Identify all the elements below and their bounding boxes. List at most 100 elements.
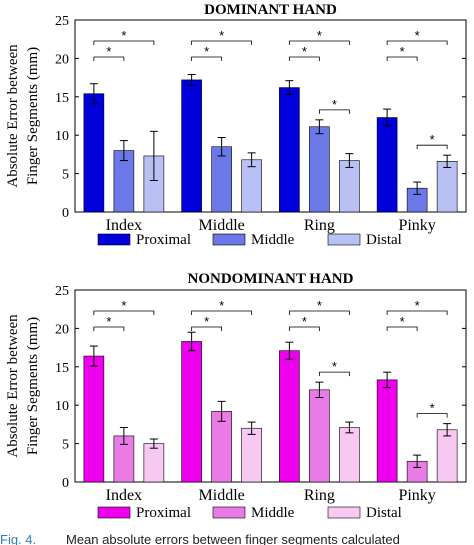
bar [339,160,360,213]
significance-marker: * [204,44,209,59]
significance-bracket [386,310,448,315]
significance-marker: * [332,97,337,112]
x-tick-label: Index [106,487,142,504]
bar [83,355,105,483]
bar [309,126,330,213]
significance-marker: * [415,298,420,313]
y-tick-label: 25 [55,14,69,29]
legend-label: Distal [366,505,402,521]
bar [376,379,398,483]
dominant-hand-chart: DOMINANT HAND Absolute Error between Finge… [5,2,467,248]
bar [241,159,262,213]
y-tick-label: 15 [55,91,69,106]
y-axis-label: Absolute Error between [5,314,21,458]
significance-bracket [416,413,448,418]
figure-caption-label: Fig. 4. [0,532,36,545]
plot-area [74,289,467,483]
significance-bracket [416,144,448,150]
legend-label: Proximal [136,505,191,521]
legend-label: Middle [251,505,295,521]
significance-marker: * [400,314,405,329]
significance-marker: * [430,132,435,147]
x-tick-label: Middle [199,487,245,504]
bar [143,443,165,483]
chart-title: NONDOMINANT HAND [188,271,354,287]
legend-label: Proximal [136,232,191,248]
bar [309,389,330,483]
significance-bracket [191,56,223,61]
y-tick-label: 20 [55,322,69,337]
x-tick-label: Ring [304,487,335,504]
significance-marker: * [106,314,111,329]
significance-bracket [191,326,223,331]
y-tick-label: 0 [62,206,69,221]
significance-marker: * [219,28,224,43]
significance-marker: * [317,28,322,43]
significance-marker: * [121,298,126,313]
significance-marker: * [400,44,405,59]
x-tick-label: Pinky [398,487,435,504]
legend-label: Middle [251,232,295,248]
bar [339,427,360,483]
bar [376,117,398,213]
significance-bracket [318,371,350,377]
bar [181,341,202,483]
x-tick-label: Index [106,217,142,234]
y-tick-label: 20 [55,52,69,67]
significance-marker: * [332,359,337,374]
y-tick-label: 10 [55,399,69,414]
significance-bracket [191,40,253,45]
bar [279,87,300,213]
significance-marker: * [121,28,126,43]
bar [241,427,262,483]
chart-title: DOMINANT HAND [204,2,337,18]
y-tick-label: 25 [55,284,69,299]
y-tick-label: 5 [62,438,69,453]
significance-bracket [191,310,253,315]
significance-marker: * [430,401,435,416]
y-tick-label: 5 [62,168,69,183]
significance-marker: * [302,314,307,329]
significance-bracket [288,40,350,45]
bar [181,79,202,213]
x-tick-label: Ring [304,217,335,234]
legend-swatch [327,233,361,246]
significance-bracket [93,310,155,315]
significance-marker: * [204,314,209,329]
y-axis-label: Finger Segments (mm) [25,317,41,455]
bar [211,411,232,483]
legend-swatch [212,233,246,246]
significance-bracket [386,40,448,45]
significance-bracket [93,40,155,45]
significance-bracket [288,326,320,331]
legend-swatch [212,506,246,519]
legend-swatch [97,506,131,519]
significance-marker: * [219,298,224,313]
y-tick-label: 15 [55,361,69,376]
y-axis-label: Absolute Error between [5,44,21,188]
y-axis-label: Finger Segments (mm) [25,47,41,185]
plot-area [74,19,467,213]
significance-marker: * [415,28,420,43]
significance-marker: * [302,44,307,59]
significance-marker: * [317,298,322,313]
significance-bracket [288,56,320,61]
bar [83,93,105,213]
x-tick-label: Middle [199,217,245,234]
significance-bracket [93,56,125,61]
bar [436,429,458,483]
nondominant-hand-chart: NONDOMINANT HAND Absolute Error between Fi… [5,271,467,521]
x-tick-label: Pinky [398,217,435,234]
legend-label: Distal [366,232,402,248]
significance-bracket [386,326,418,331]
significance-marker: * [106,44,111,59]
legend-swatch [97,233,131,246]
significance-bracket [386,56,418,61]
significance-bracket [288,310,350,315]
bar [211,146,232,213]
significance-bracket [93,326,125,331]
legend-swatch [327,506,361,519]
significance-bracket [318,109,350,114]
y-tick-label: 0 [62,476,69,491]
